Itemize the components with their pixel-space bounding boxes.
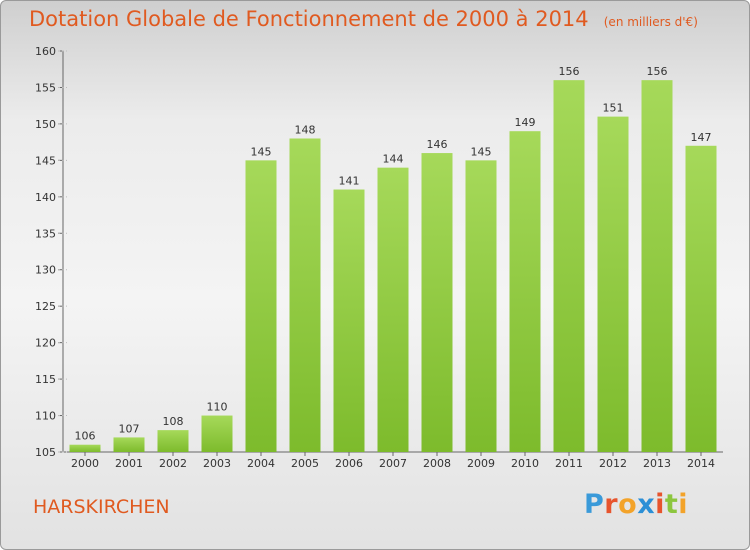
y-tick-label: 110 (35, 410, 56, 423)
data-label-2005: 148 (295, 123, 316, 136)
logo-letter: r (604, 489, 619, 520)
data-label-2012: 151 (603, 102, 624, 115)
unit-note: (en milliers d'€) (603, 15, 698, 29)
x-tick-label-2014: 2014 (687, 457, 715, 470)
bar-2001 (113, 437, 145, 452)
bar-2000 (69, 444, 101, 452)
x-tick-label-2001: 2001 (115, 457, 143, 470)
x-tick-label-2007: 2007 (379, 457, 407, 470)
bar-2005 (289, 138, 321, 452)
x-tick-label-2006: 2006 (335, 457, 363, 470)
bar-2002 (157, 430, 189, 452)
bar-2010 (509, 131, 541, 452)
data-label-2001: 107 (119, 422, 140, 435)
x-tick-label-2004: 2004 (247, 457, 275, 470)
y-tick-label: 135 (35, 227, 56, 240)
logo-letter: o (618, 489, 638, 520)
x-tick-label-2010: 2010 (511, 457, 539, 470)
data-label-2014: 147 (691, 131, 712, 144)
bar-2012 (597, 116, 629, 453)
x-tick-label-2003: 2003 (203, 457, 231, 470)
logo-letter: P (584, 489, 605, 520)
y-tick-label: 105 (35, 446, 56, 459)
x-tick-label-2005: 2005 (291, 457, 319, 470)
data-label-2006: 141 (339, 175, 360, 188)
bar-2007 (377, 167, 409, 452)
bar-2004 (245, 160, 277, 452)
x-tick-label-2011: 2011 (555, 457, 583, 470)
x-tick-label-2008: 2008 (423, 457, 451, 470)
data-label-2009: 145 (471, 145, 492, 158)
proxiti-logo[interactable]: Proxiti (584, 489, 688, 520)
y-tick-label: 145 (35, 154, 56, 167)
logo-letter: x (637, 489, 656, 520)
data-label-2010: 149 (515, 116, 536, 129)
location-name: HARSKIRCHEN (33, 496, 170, 518)
bar-2003 (201, 415, 233, 452)
data-label-2004: 145 (251, 145, 272, 158)
bar-2009 (465, 160, 497, 452)
bar-2013 (641, 80, 673, 452)
logo-letter: i (655, 489, 665, 520)
x-tick-label-2000: 2000 (71, 457, 99, 470)
y-tick-label: 125 (35, 300, 56, 313)
x-tick-label-2002: 2002 (159, 457, 187, 470)
y-tick-label: 155 (35, 81, 56, 94)
x-tick-label-2013: 2013 (643, 457, 671, 470)
data-label-2013: 156 (647, 65, 668, 78)
y-tick-label: 150 (35, 118, 56, 131)
y-tick-label: 120 (35, 337, 56, 350)
bar-2011 (553, 80, 585, 452)
x-tick-label-2012: 2012 (599, 457, 627, 470)
data-label-2007: 144 (383, 153, 404, 166)
data-label-2002: 108 (163, 415, 184, 428)
y-tick-label: 160 (35, 45, 56, 58)
bar-2006 (333, 189, 365, 452)
logo-letter: t (664, 489, 679, 520)
bar-2008 (421, 153, 453, 452)
chart-title-block: Dotation Globale de Fonctionnement de 20… (29, 7, 698, 31)
data-label-2000: 106 (75, 430, 96, 443)
bar-2014 (685, 145, 717, 453)
data-label-2008: 146 (427, 138, 448, 151)
data-label-2003: 110 (207, 401, 228, 414)
x-tick-label-2009: 2009 (467, 457, 495, 470)
y-tick-label: 115 (35, 373, 56, 386)
y-tick-label: 140 (35, 191, 56, 204)
data-label-2011: 156 (559, 65, 580, 78)
chart-title: Dotation Globale de Fonctionnement de 20… (29, 7, 589, 31)
y-tick-label: 130 (35, 264, 56, 277)
logo-letter: i (678, 489, 689, 520)
